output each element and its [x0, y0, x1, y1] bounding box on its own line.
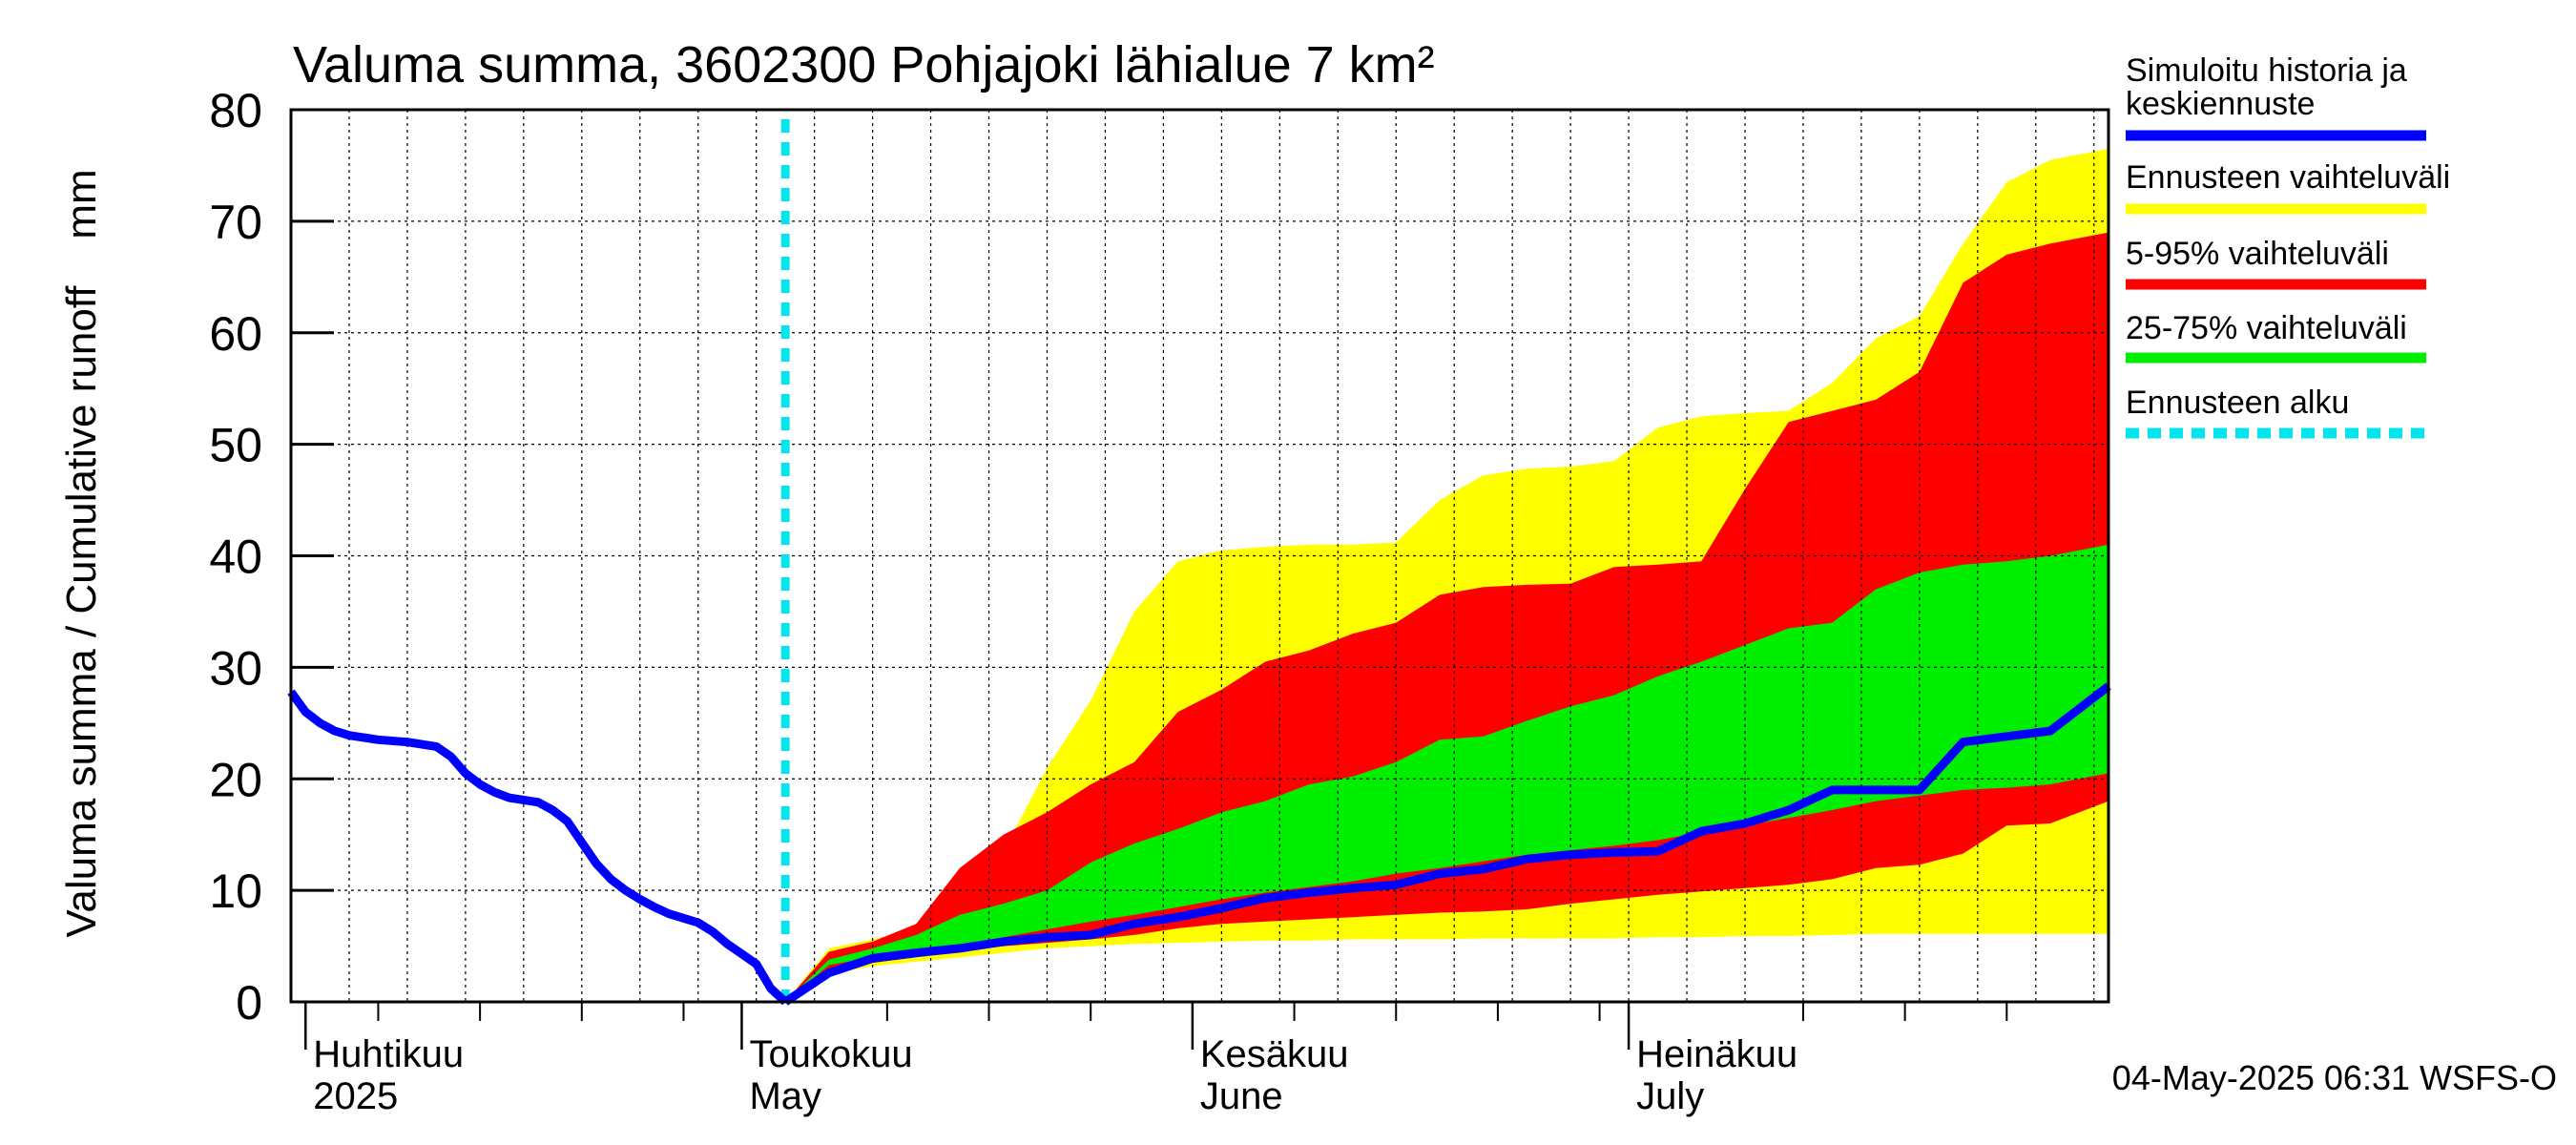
y-tick-label: 60 — [209, 307, 262, 361]
y-tick-label: 40 — [209, 531, 262, 584]
y-tick-label: 70 — [209, 196, 262, 249]
footer-timestamp: 04-May-2025 06:31 WSFS-O — [2112, 1058, 2557, 1097]
legend-label: Ennusteen alku — [2126, 385, 2349, 421]
x-month-label-en: June — [1200, 1075, 1283, 1117]
legend-label: 25-75% vaihteluväli — [2126, 310, 2407, 346]
x-month-label-en: May — [749, 1075, 821, 1117]
y-tick-label: 50 — [209, 419, 262, 472]
x-month-label-fi: Kesäkuu — [1200, 1033, 1349, 1075]
x-month-label-fi: Heinäkuu — [1636, 1033, 1797, 1075]
legend-label: 5-95% vaihteluväli — [2126, 236, 2389, 272]
x-month-label-en: July — [1636, 1075, 1704, 1117]
y-tick-label: 20 — [209, 753, 262, 806]
y-axis-label: Valuma summa / Cumulative runoff mm — [58, 169, 105, 937]
chart-title: Valuma summa, 3602300 Pohjajoki lähialue… — [293, 36, 1435, 94]
legend-label: Simuloitu historia ja — [2126, 52, 2407, 89]
y-tick-label: 80 — [209, 84, 262, 137]
legend-label: keskiennuste — [2126, 86, 2315, 122]
legend-label: Ennusteen vaihteluväli — [2126, 159, 2450, 196]
history-line — [287, 689, 789, 1006]
y-axis-ticks: 0 10 20 30 40 50 60 70 80 — [209, 84, 334, 1030]
x-month-label-en: 2025 — [313, 1075, 398, 1117]
y-tick-label: 0 — [236, 976, 262, 1030]
median-forecast-line — [782, 682, 2111, 1006]
grid-lines — [291, 110, 2109, 1002]
series-lines — [287, 119, 2111, 1006]
y-tick-label: 30 — [209, 641, 262, 695]
band-25-75 — [785, 544, 2109, 1002]
x-month-label-fi: Huhtikuu — [313, 1033, 464, 1075]
x-month-label-fi: Toukokuu — [749, 1033, 912, 1075]
y-tick-label: 10 — [209, 864, 262, 918]
